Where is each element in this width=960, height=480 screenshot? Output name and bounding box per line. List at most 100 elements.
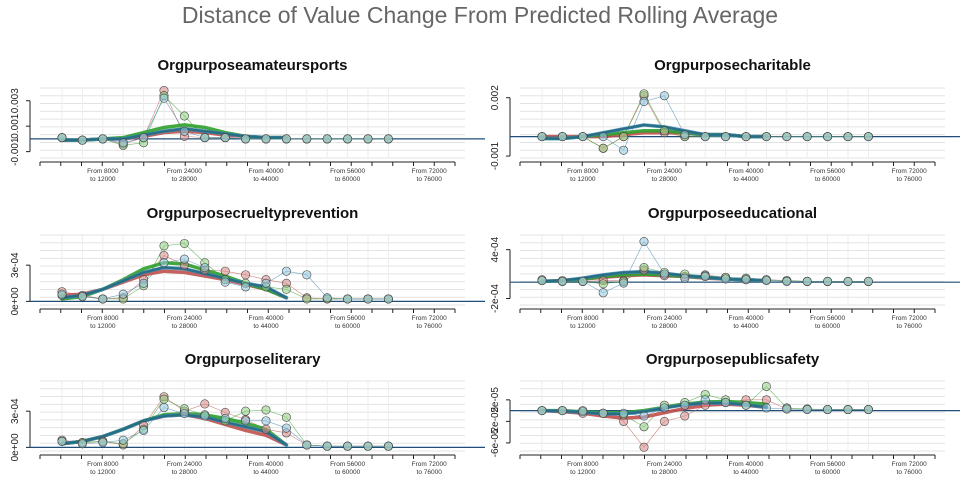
data-point-blue [557,406,567,416]
data-point-green [261,405,271,415]
data-point-blue [680,273,690,283]
x-tick-label: to 28000 [652,176,678,183]
data-point-red [680,411,690,421]
x-tick-label: From 40000 [248,461,283,468]
data-point-blue [721,398,731,408]
y-tick-label: 0e+00 [10,287,21,316]
x-tick-label: From 24000 [647,461,682,468]
data-point-green [761,381,771,391]
data-point-blue [220,277,230,287]
data-point-blue [302,440,312,450]
data-point-blue [639,97,649,107]
data-point-blue [77,135,87,145]
data-point-blue [578,407,588,417]
x-tick-label: to 28000 [172,469,198,476]
smooth-line-blue [60,413,289,447]
data-point-blue [363,134,373,144]
data-point-blue [220,133,230,143]
data-point-blue [261,416,271,426]
x-tick-label: to 44000 [733,323,759,330]
x-tick-label: to 60000 [815,469,841,476]
x-tick-label: to 76000 [897,323,923,330]
data-point-blue [537,276,547,286]
smooth-line-teal [61,413,287,446]
data-point-blue [343,294,353,304]
x-tick-label: From 24000 [167,315,202,322]
data-point-blue [322,293,332,303]
data-point-green [281,284,291,294]
x-tick-label: From 56000 [330,315,365,322]
data-point-blue [761,132,771,142]
data-point-blue [639,411,649,421]
x-tick-label: From 40000 [248,315,283,322]
x-tick-label: From 72000 [412,315,447,322]
x-tick-label: to 44000 [253,323,279,330]
data-point-blue [77,292,87,302]
data-point-blue [220,413,230,423]
data-point-blue [782,404,792,414]
data-point-blue [639,237,649,247]
data-point-blue [761,276,771,286]
data-point-blue [118,138,128,148]
x-tick-label: From 8000 [567,461,599,468]
x-tick-label: From 24000 [647,315,682,322]
y-tick-label: -6e-05 [490,428,501,457]
chart-main-title: Distance of Value Change From Predicted … [181,2,779,28]
x-tick-label: From 56000 [810,315,845,322]
data-point-blue [700,272,710,282]
data-point-blue [557,132,567,142]
data-point-red [761,395,771,405]
data-point-blue [363,441,373,451]
x-tick-label: to 12000 [90,469,116,476]
data-point-blue [782,132,792,142]
data-point-blue [578,132,588,142]
data-point-green [598,279,608,289]
data-point-blue [77,439,87,449]
data-point-blue [343,134,353,144]
data-point-blue [179,409,189,419]
data-point-blue [598,132,608,142]
data-point-blue [863,132,873,142]
data-point-blue [598,288,608,298]
x-tick-label: From 24000 [167,461,202,468]
data-point-blue [619,145,629,155]
data-point-blue [619,278,629,288]
data-point-blue [843,405,853,415]
data-point-blue [598,408,608,418]
data-point-green [159,394,169,404]
data-point-green [639,422,649,432]
data-point-blue [557,276,567,286]
data-point-blue [802,276,812,286]
x-tick-label: to 28000 [652,469,678,476]
x-tick-label: From 40000 [728,461,763,468]
data-point-blue [302,134,312,144]
data-point-blue [261,134,271,144]
x-tick-label: From 72000 [892,461,927,468]
y-tick-label: 3e-04 [10,252,21,278]
data-point-blue [322,134,332,144]
data-point-blue [241,134,251,144]
data-point-green [302,294,312,304]
y-tick-label: 0.001 [10,113,21,138]
data-point-blue [57,289,67,299]
data-point-blue [200,411,210,421]
data-point-red [261,424,271,434]
y-tick-label: -2e-04 [490,284,501,313]
data-point-blue [619,408,629,418]
y-tick-label: 3e-04 [10,398,21,424]
data-point-blue [721,274,731,284]
panel-title: Orgpurposecrueltyprevention [147,205,359,222]
data-point-blue [159,258,169,268]
x-tick-label: to 12000 [570,323,596,330]
data-point-blue [863,405,873,415]
x-tick-label: From 40000 [728,168,763,175]
y-tick-label: 4e-04 [490,236,501,262]
x-tick-label: From 24000 [167,168,202,175]
panel-title: Orgpurposeliterary [185,351,322,368]
data-point-blue [159,93,169,103]
x-tick-label: From 56000 [810,168,845,175]
data-point-blue [98,134,108,144]
data-point-blue [383,441,393,451]
